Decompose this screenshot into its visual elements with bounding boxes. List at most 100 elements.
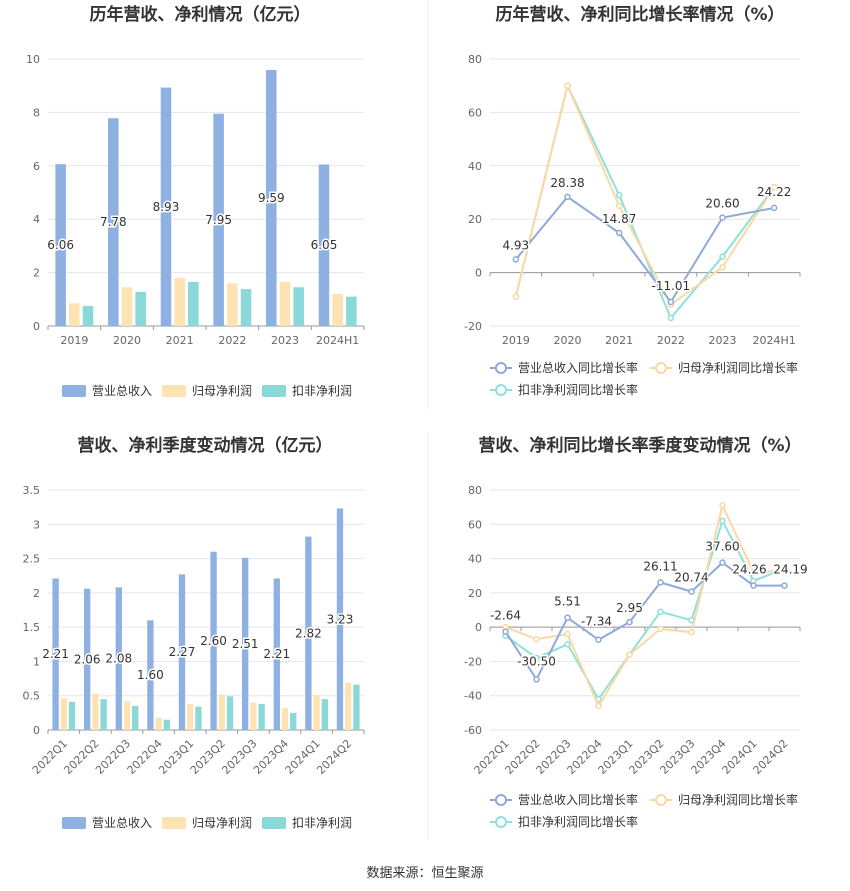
bar-net-profit (92, 693, 99, 730)
bar-revenue (178, 574, 186, 730)
growth-data-label: 26.11 (643, 559, 677, 573)
line-net-growth-point (533, 635, 540, 643)
bar-deducted-profit (346, 296, 357, 326)
legend-label: 归母净利润 (192, 384, 252, 398)
y-tick-label: 3.5 (23, 484, 41, 497)
bar-revenue (55, 164, 66, 326)
bar-deducted-profit (132, 706, 139, 730)
chart-title: 历年营收、净利同比增长率情况（%） (495, 4, 784, 25)
bar-deducted-profit (100, 699, 107, 730)
revenue-data-label: 8.93 (153, 200, 180, 214)
line-net-growth-point (626, 651, 633, 658)
x-tick-label: 2023 (271, 334, 299, 347)
growth-data-label: 20.74 (674, 571, 708, 585)
line-revenue-growth-point (781, 582, 788, 589)
revenue-data-label: 7.78 (100, 215, 127, 229)
bar-revenue (147, 620, 154, 730)
bar-deducted-profit (293, 287, 304, 326)
line-deducted-growth-point (667, 314, 675, 322)
x-tick-label: 2020 (113, 334, 141, 347)
y-tick-label: 0 (33, 320, 40, 333)
line-revenue-growth-point (615, 229, 623, 237)
legend-swatch (262, 385, 286, 397)
legend-swatch (162, 817, 186, 829)
line-revenue-growth-point (564, 193, 571, 201)
y-tick-label: 20 (468, 587, 482, 600)
bar-deducted-profit (82, 305, 94, 326)
x-tick-label: 2024H1 (316, 334, 359, 347)
y-tick-label: 60 (468, 106, 482, 119)
legend-label: 营业总收入 (92, 816, 152, 830)
x-tick-label: 2021 (166, 334, 194, 347)
y-tick-label: 20 (468, 213, 482, 226)
legend-marker (655, 362, 667, 374)
x-tick-label: 2021 (605, 334, 633, 347)
legend-swatch (162, 385, 186, 397)
chart-title: 营收、净利同比增长率季度变动情况（%） (478, 435, 801, 456)
y-tick-label: 80 (468, 484, 482, 497)
bar-net-profit (121, 287, 133, 326)
bar-revenue (52, 578, 59, 730)
growth-data-label: -7.34 (581, 615, 612, 629)
y-tick-label: 4 (33, 213, 40, 226)
legend-label: 归母净利润 (192, 816, 252, 830)
revenue-data-label: 6.06 (47, 238, 74, 252)
bar-deducted-profit (195, 706, 202, 730)
bar-net-profit (174, 277, 185, 326)
y-tick-label: 0.5 (23, 690, 41, 703)
legend-label: 扣非净利润 (292, 384, 352, 398)
legend-label: 扣非净利润同比增长率 (518, 814, 638, 829)
y-tick-label: -40 (464, 690, 482, 703)
bar-revenue (318, 164, 330, 326)
bar-net-profit (227, 283, 238, 326)
growth-data-label: 24.26 (732, 563, 766, 577)
line-revenue-growth-point (667, 298, 675, 306)
legend-swatch (262, 817, 286, 829)
line-revenue-growth-point (688, 588, 695, 595)
revenue-data-label: 2.51 (232, 637, 259, 651)
legend-marker (495, 362, 507, 374)
revenue-data-label: 2.60 (200, 634, 227, 648)
legend-swatch (62, 817, 86, 829)
revenue-data-label: 9.59 (258, 191, 285, 205)
line-revenue-growth-point (564, 614, 571, 621)
x-tick-label: 2022 (657, 334, 685, 347)
bar-net-profit (281, 708, 289, 730)
line-revenue-growth-point (502, 628, 509, 635)
y-tick-label: -60 (464, 724, 482, 737)
bar-deducted-profit (188, 281, 199, 326)
revenue-data-label: 2.06 (74, 652, 101, 666)
x-tick-label: 2022 (218, 334, 246, 347)
line-net-growth-point (657, 625, 664, 633)
line-net-growth-point (595, 702, 602, 710)
revenue-data-label: 1.60 (137, 668, 164, 682)
x-tick-label: 2020 (554, 334, 582, 347)
line-revenue-growth-point (770, 204, 778, 212)
bar-net-profit (313, 695, 320, 730)
bar-net-profit (250, 702, 257, 730)
bar-net-profit (279, 281, 291, 326)
legend-label: 扣非净利润 (292, 816, 352, 830)
line-revenue-growth (504, 561, 785, 682)
bar-deducted-profit (353, 684, 360, 730)
line-net-growth-point (688, 629, 695, 636)
y-tick-label: 60 (468, 518, 482, 531)
growth-data-label: 20.60 (705, 197, 739, 211)
bar-deducted-profit (135, 291, 146, 326)
y-tick-label: 2.5 (23, 553, 41, 566)
bar-revenue (84, 588, 91, 730)
line-revenue-growth-point (719, 559, 726, 566)
x-tick-label: 2019 (60, 334, 88, 347)
legend-label: 归母净利润同比增长率 (678, 792, 798, 807)
line-net-growth-point (564, 82, 571, 89)
y-tick-label: 1.5 (23, 621, 41, 634)
annual-revenue-profit-chart: 历年营收、净利情况（亿元） 0 2 4 6 8 10 2019 2020 2021 2022 2023… (26, 4, 365, 398)
line-revenue-growth-point (512, 256, 520, 263)
bar-net-profit (345, 682, 352, 730)
revenue-data-label: 2.21 (42, 647, 69, 661)
data-source-footer: 数据来源：恒生聚源 (366, 866, 484, 881)
y-tick-label: 1 (33, 655, 40, 668)
revenue-data-label: 6.05 (311, 238, 338, 252)
growth-data-label: 14.87 (602, 212, 636, 226)
y-tick-label: -20 (464, 320, 482, 333)
